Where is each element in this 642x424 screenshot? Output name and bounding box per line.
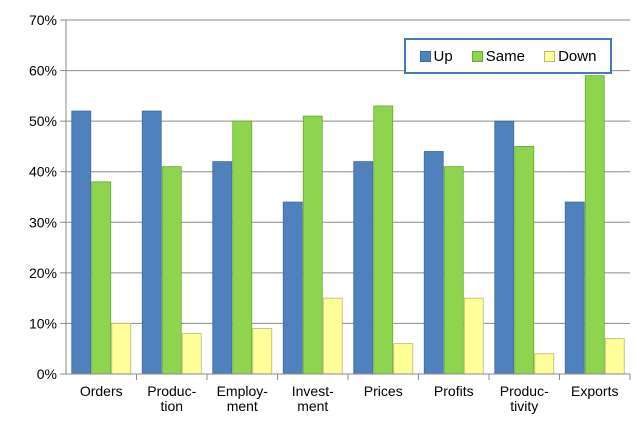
bar-same — [91, 181, 112, 375]
bar-down — [252, 328, 273, 375]
bar-up — [71, 110, 92, 375]
bar-up — [353, 161, 374, 375]
legend-swatch — [471, 50, 483, 62]
x-category-label: Produc-tion — [147, 383, 196, 414]
y-tick-label: 70% — [29, 12, 57, 28]
x-category-label: Profits — [434, 383, 474, 399]
bar-same — [514, 146, 535, 375]
axes — [60, 19, 631, 380]
bar-same — [232, 120, 253, 375]
x-category-label: Prices — [364, 383, 403, 399]
legend-swatch — [544, 50, 556, 62]
x-category-label: Produc-tivity — [500, 383, 549, 414]
y-tick-label: 50% — [29, 113, 57, 129]
legend-label: Same — [485, 47, 525, 65]
legend-swatch — [419, 50, 431, 62]
bar-up — [212, 161, 233, 375]
bar-same — [161, 166, 182, 375]
legend: Up Same Down — [404, 38, 612, 74]
x-category-label: Exports — [571, 383, 618, 399]
bar-up — [423, 151, 444, 375]
x-category-label: Employ-ment — [217, 383, 269, 414]
legend-item-same: Same — [471, 47, 525, 65]
y-tick-label: 0% — [37, 366, 57, 382]
bars — [71, 75, 625, 375]
x-category-label: Invest-ment — [292, 383, 334, 414]
bar-same — [373, 105, 394, 375]
legend-item-down: Down — [544, 48, 596, 65]
bar-same — [584, 75, 605, 375]
bar-down — [322, 297, 343, 375]
y-tick-label: 60% — [29, 63, 57, 79]
legend-label: Up — [433, 47, 453, 65]
bar-up — [141, 110, 162, 375]
legend-item-up: Up — [419, 47, 453, 65]
bar-same — [443, 166, 464, 375]
y-tick-labels: 0% 10% 20% 30% 40% 50% 60% 70% — [29, 12, 57, 382]
bar-up — [564, 201, 585, 375]
bar-down — [111, 323, 132, 375]
bar-down — [181, 333, 202, 375]
bar-up — [494, 120, 515, 375]
y-tick-label: 40% — [29, 164, 57, 180]
y-tick-label: 30% — [29, 214, 57, 230]
legend-label: Down — [558, 47, 597, 65]
bar-down — [393, 343, 414, 375]
bar-up — [282, 201, 303, 375]
bar-down — [534, 353, 555, 375]
y-tick-label: 10% — [29, 315, 57, 331]
x-category-labels: Orders Produc-tion Employ-ment Invest-ment P… — [80, 383, 619, 414]
bar-down — [463, 297, 484, 375]
bar-down — [604, 338, 625, 375]
y-tick-label: 20% — [29, 265, 57, 281]
x-category-label: Orders — [80, 383, 123, 399]
bar-same — [302, 115, 323, 375]
